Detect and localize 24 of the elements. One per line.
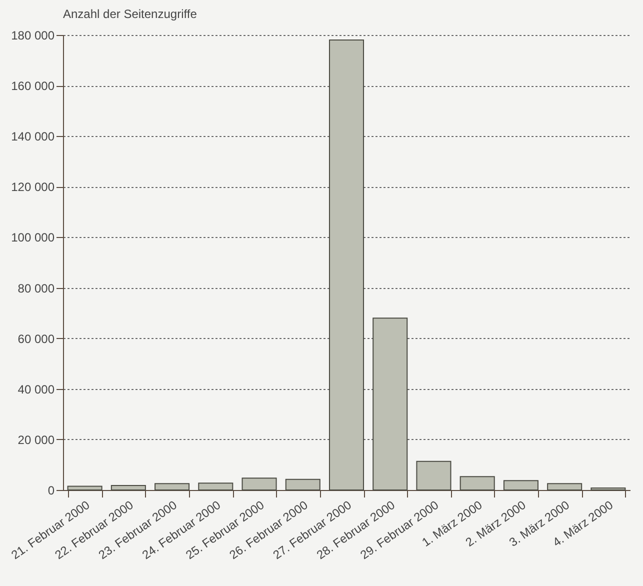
bar [590,487,626,490]
bar [242,478,277,490]
bar [547,483,582,490]
y-tick-label: 100 000 [11,230,55,245]
y-tick-label: 40 000 [18,382,55,396]
bar [154,483,190,490]
bar [416,460,452,490]
y-tick-label: 0 [48,484,55,498]
y-tick-label: 120 000 [11,180,55,194]
y-tick-label: 80 000 [18,281,55,296]
y-axis-title: Anzahl der Seitenzugriffe [63,7,198,21]
y-tick-label: 160 000 [11,79,55,94]
bar [460,476,495,490]
y-tick-label: 180 000 [11,28,55,42]
y-tick-label: 140 000 [11,130,55,144]
bar [198,482,234,490]
bar [67,486,102,490]
bar [110,484,146,490]
y-tick-label: 20 000 [18,432,55,447]
bar [503,480,538,490]
bar [372,318,408,490]
bar [285,478,320,490]
y-tick-label: 60 000 [18,332,55,346]
bar [328,40,364,490]
